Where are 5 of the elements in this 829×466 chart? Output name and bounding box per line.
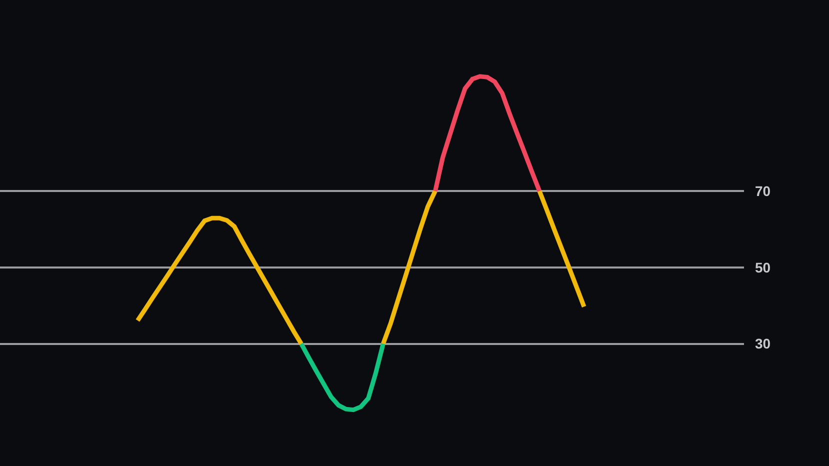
line-series [299, 342, 386, 412]
y-tick-label: 30 [755, 336, 771, 352]
line-series [432, 74, 542, 194]
y-tick-label: 50 [755, 259, 771, 276]
y-tick-label: 70 [755, 182, 771, 199]
